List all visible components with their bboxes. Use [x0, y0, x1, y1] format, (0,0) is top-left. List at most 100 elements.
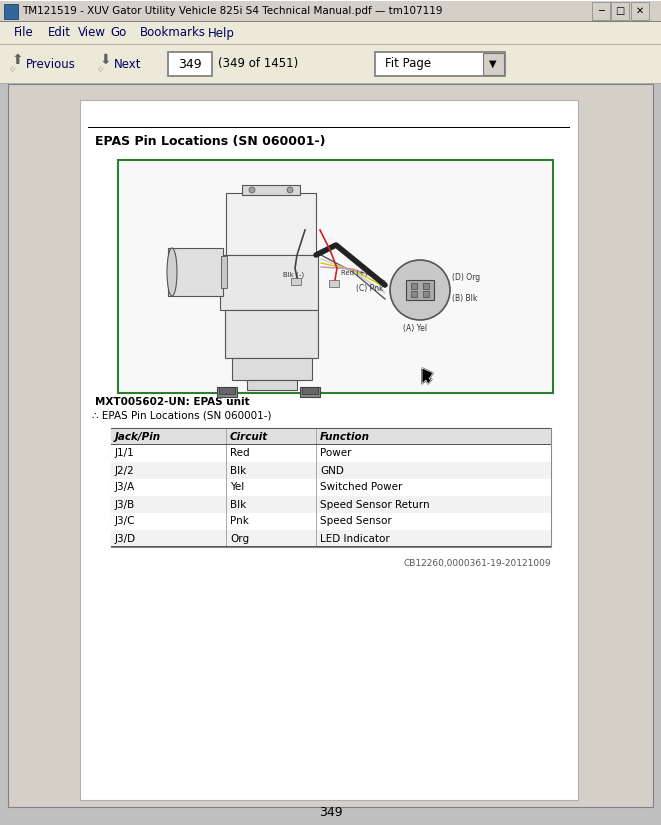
Text: Fit Page: Fit Page	[385, 58, 431, 70]
Bar	[111, 530, 551, 547]
Bar	[300, 387, 320, 397]
Bar	[111, 479, 551, 496]
Bar	[611, 2, 629, 20]
Text: □: □	[615, 6, 625, 16]
Text: J3/C: J3/C	[115, 516, 136, 526]
Circle shape	[390, 260, 450, 320]
Circle shape	[249, 187, 255, 193]
Bar	[291, 278, 301, 285]
Text: Org: Org	[230, 534, 249, 544]
Text: Switched Power: Switched Power	[320, 483, 403, 493]
Text: CB12260,0000361-19-20121009: CB12260,0000361-19-20121009	[403, 559, 551, 568]
Bar	[592, 2, 610, 20]
Text: File: File	[14, 26, 34, 40]
Bar	[80, 100, 578, 800]
Bar	[406, 280, 434, 300]
Text: J3/A: J3/A	[115, 483, 136, 493]
Bar	[0, 0, 661, 1]
Text: (B) Blk: (B) Blk	[452, 294, 477, 303]
Text: View: View	[78, 26, 106, 40]
Bar	[4, 4, 18, 19]
Bar	[111, 496, 551, 513]
Text: Blk (-): Blk (-)	[283, 271, 304, 278]
Bar	[329, 280, 339, 287]
Text: ✕: ✕	[636, 6, 644, 16]
Bar	[302, 387, 318, 394]
Text: Speed Sensor: Speed Sensor	[320, 516, 392, 526]
Text: Edit: Edit	[48, 26, 71, 40]
Text: 349: 349	[178, 58, 202, 70]
Text: (A) Yel: (A) Yel	[403, 323, 427, 332]
Text: Previous: Previous	[26, 58, 76, 70]
Bar	[423, 283, 429, 289]
Text: Yel: Yel	[230, 483, 245, 493]
Text: EPAS Pin Locations (SN 060001-): EPAS Pin Locations (SN 060001-)	[95, 135, 325, 148]
Text: Go: Go	[110, 26, 126, 40]
Text: Bookmarks: Bookmarks	[140, 26, 206, 40]
Bar	[411, 283, 417, 289]
Ellipse shape	[167, 248, 177, 296]
Text: Red: Red	[230, 449, 250, 459]
Text: ⬆: ⬆	[12, 53, 24, 67]
Bar	[232, 358, 312, 380]
Text: MXT005602-UN: EPAS unit: MXT005602-UN: EPAS unit	[95, 397, 250, 407]
Bar	[0, 83, 661, 84]
Text: LED Indicator: LED Indicator	[320, 534, 390, 544]
Bar	[631, 2, 649, 20]
Bar	[111, 445, 551, 462]
Bar	[226, 193, 316, 255]
Text: Pnk: Pnk	[230, 516, 249, 526]
Text: Red (+): Red (+)	[341, 270, 368, 276]
Text: Speed Sensor Return: Speed Sensor Return	[320, 499, 430, 510]
Bar	[242, 185, 300, 195]
Bar	[111, 428, 551, 547]
Text: ⬇: ⬇	[100, 53, 112, 67]
Text: J3/B: J3/B	[115, 499, 136, 510]
Bar	[217, 387, 237, 397]
Polygon shape	[422, 368, 433, 384]
Bar	[219, 387, 235, 394]
Bar	[411, 291, 417, 297]
Bar	[168, 52, 212, 76]
Text: ▼: ▼	[489, 59, 497, 69]
Text: J3/D: J3/D	[115, 534, 136, 544]
Bar	[0, 21, 661, 22]
Text: Jack/Pin: Jack/Pin	[115, 431, 161, 441]
Text: ◇: ◇	[98, 66, 103, 72]
Text: ─: ─	[598, 6, 604, 16]
Circle shape	[287, 187, 293, 193]
Bar	[220, 255, 318, 310]
Bar	[375, 52, 505, 76]
Text: Blk: Blk	[230, 499, 247, 510]
Bar	[111, 513, 551, 530]
Text: TM121519 - XUV Gator Utility Vehicle 825i S4 Technical Manual.pdf — tm107119: TM121519 - XUV Gator Utility Vehicle 825…	[22, 6, 442, 16]
Text: J2/2: J2/2	[115, 465, 135, 475]
Text: Help: Help	[208, 26, 235, 40]
Bar	[483, 53, 504, 75]
Text: Blk: Blk	[230, 465, 247, 475]
Bar	[118, 160, 553, 393]
Text: GND: GND	[320, 465, 344, 475]
Bar	[8, 84, 653, 807]
Bar	[221, 256, 227, 288]
Text: (C) Pnk: (C) Pnk	[356, 284, 384, 293]
Text: (349 of 1451): (349 of 1451)	[218, 58, 298, 70]
Bar	[423, 291, 429, 297]
Text: (D) Org: (D) Org	[452, 274, 480, 282]
Text: ∴ EPAS Pin Locations (SN 060001-): ∴ EPAS Pin Locations (SN 060001-)	[92, 411, 272, 421]
Bar	[0, 22, 661, 44]
Bar	[225, 310, 318, 358]
Bar	[247, 380, 297, 390]
Text: Function: Function	[320, 431, 370, 441]
Bar	[168, 248, 223, 296]
Text: ◇: ◇	[10, 66, 15, 72]
Bar	[0, 44, 661, 84]
Text: 349: 349	[319, 805, 342, 818]
Text: Circuit: Circuit	[230, 431, 268, 441]
Text: Power: Power	[320, 449, 352, 459]
Bar	[111, 462, 551, 479]
Bar	[111, 428, 551, 445]
Bar	[0, 44, 661, 45]
Text: Next: Next	[114, 58, 141, 70]
Text: J1/1: J1/1	[115, 449, 135, 459]
